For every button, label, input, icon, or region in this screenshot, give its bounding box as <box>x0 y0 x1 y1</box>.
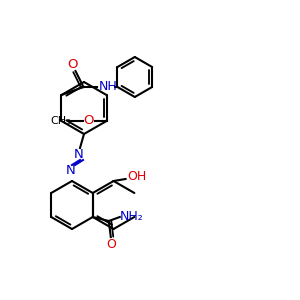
Text: CH₃: CH₃ <box>50 116 71 126</box>
Text: O: O <box>106 238 116 250</box>
Text: NH: NH <box>99 80 118 92</box>
Text: N: N <box>66 164 76 178</box>
Text: O: O <box>83 115 94 128</box>
Text: OH: OH <box>127 170 146 184</box>
Text: N: N <box>74 148 84 160</box>
Text: O: O <box>67 58 78 70</box>
Text: NH₂: NH₂ <box>120 209 144 223</box>
